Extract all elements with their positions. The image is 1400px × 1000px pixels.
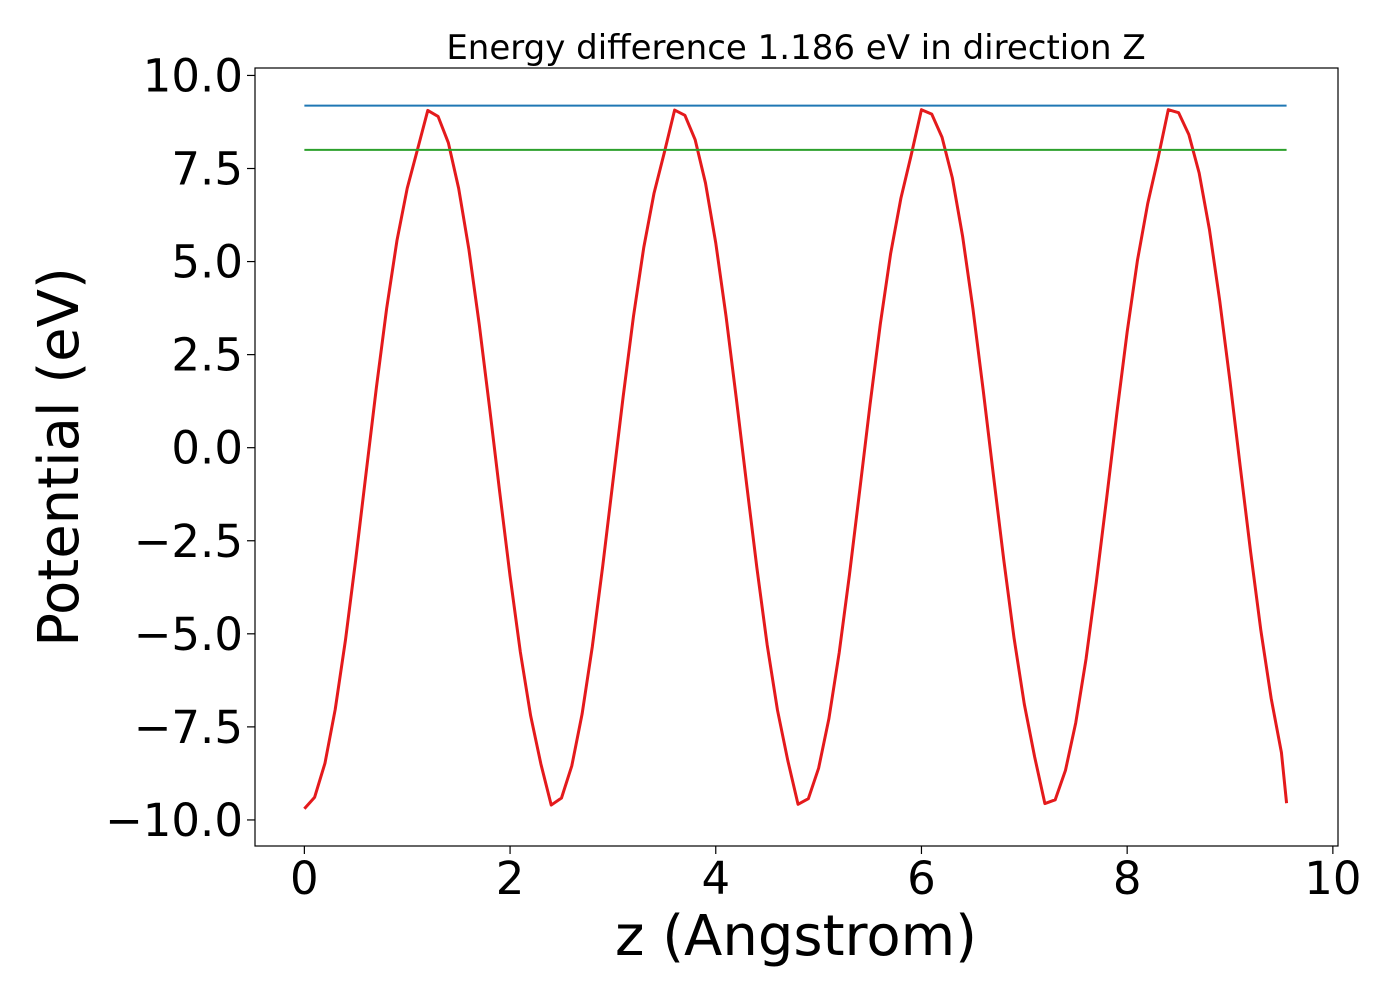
chart-title: Energy difference 1.186 eV in direction … [446, 28, 1145, 68]
y-tick-label: 10.0 [143, 49, 243, 102]
x-tick-label: 10 [1304, 852, 1361, 905]
series-line-1 [303, 108, 1289, 810]
y-tick-label: −10.0 [105, 794, 243, 847]
x-tick-label: 2 [496, 852, 525, 905]
x-tick-label: 8 [1113, 852, 1142, 905]
y-axis-label: Potential (eV) [27, 267, 92, 647]
y-tick-label: 5.0 [171, 236, 243, 289]
y-tick-label: −5.0 [134, 608, 243, 661]
x-axis: 0 2 4 6 8 10 [290, 846, 1361, 905]
y-tick-label: −7.5 [134, 701, 243, 754]
y-tick-label: 2.5 [171, 329, 243, 382]
plot-frame [254, 67, 1339, 847]
x-tick-label: 0 [290, 852, 319, 905]
y-tick-label: −2.5 [134, 515, 243, 568]
x-tick-label: 6 [907, 852, 936, 905]
y-axis: 10.0 7.5 5.0 2.5 0.0 −2.5 −5.0 −7.5 −10.0 [105, 49, 255, 847]
x-axis-label: z (Angstrom) [615, 904, 977, 969]
y-tick-label: 0.0 [171, 422, 243, 475]
series-layer [303, 104, 1289, 810]
y-tick-label: 7.5 [171, 143, 243, 196]
x-tick-label: 4 [701, 852, 730, 905]
